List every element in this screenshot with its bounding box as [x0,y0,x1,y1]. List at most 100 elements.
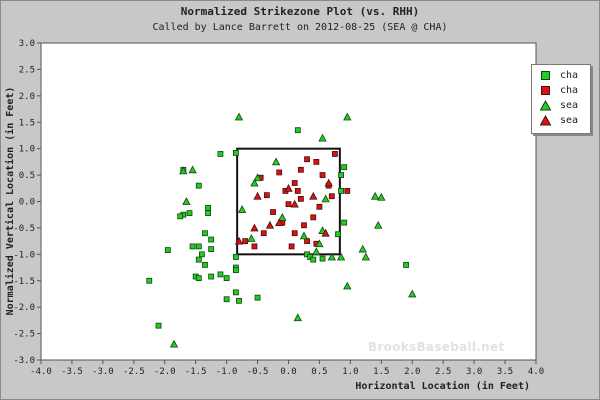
point-square-cha [316,203,323,210]
point-square-cha [205,204,211,211]
point-square-cha [332,151,338,157]
y-tick-label: 0.0 [19,198,35,208]
point-triangle-sea [247,234,256,242]
x-tick-label: 1.0 [342,367,358,377]
point-triangle-sea [343,281,352,290]
point-square-cha [313,158,320,165]
point-triangle-sea [343,112,352,121]
x-tick-label: 1.5 [373,367,389,377]
legend-item-cha-green: cha [538,69,590,83]
y-axis-label: Normalized Vertical Location (in Feet) [4,87,16,316]
point-triangle-sea [275,218,284,227]
point-triangle-sea [250,223,259,232]
point-triangle-sea [188,165,197,174]
legend-label: sea [560,100,579,111]
point-triangle-sea [182,197,191,205]
point-square-cha [341,164,348,171]
point-triangle-sea [321,228,330,237]
legend-label: cha [560,85,579,96]
x-tick-label: -3.0 [92,367,114,377]
x-tick-label: 0.5 [311,367,327,377]
point-square-cha [233,254,239,260]
point-square-cha [276,169,283,176]
point-square-cha [195,182,202,189]
point-square-cha [304,238,310,245]
chart-title: Normalized Strikezone Plot (vs. RHH) [180,5,420,18]
point-square-cha [328,193,335,200]
legend-item-sea-red: sea [538,114,590,128]
y-tick-label: 2.5 [19,65,35,75]
x-tick-label: -1.0 [216,367,238,377]
point-square-cha [251,243,258,250]
point-square-cha [195,243,202,250]
point-triangle-sea [169,339,179,348]
point-triangle-sea [299,231,309,240]
point-square-cha [291,230,298,237]
point-triangle-sea [408,289,417,298]
point-square-cha [338,172,344,178]
point-triangle-sea [309,191,318,200]
point-square-cha [335,231,341,238]
y-tick-label: -1.0 [13,250,35,260]
point-square-cha [310,214,317,221]
y-tick-label: 3.0 [19,39,35,49]
point-square-cha [208,236,215,243]
y-tick-label: 1.5 [19,118,35,128]
x-tick-label: -0.5 [247,367,269,377]
x-tick-label: 2.0 [404,367,420,377]
point-square-cha [263,192,270,199]
legend: cha cha sea sea [531,64,591,134]
y-tick-label: -0.5 [13,224,35,234]
point-square-cha [260,230,267,237]
point-triangle-sea [290,199,299,208]
point-square-cha [223,275,230,282]
point-square-cha [164,247,171,254]
x-tick-label: -2.0 [154,367,176,377]
point-square-cha [344,188,351,194]
legend-item-sea-green: sea [538,99,590,113]
point-triangle-sea [374,220,383,229]
point-square-cha [217,271,224,278]
x-tick-label: 2.5 [435,367,451,377]
x-tick-label: -1.5 [185,367,207,377]
y-tick-label: 2.0 [19,92,35,102]
x-tick-label: -4.0 [30,367,52,377]
point-square-cha [177,213,184,220]
y-tick-label: 1.0 [19,145,35,155]
x-tick-label: 3.5 [497,367,513,377]
point-triangle-sea [312,247,321,256]
point-square-cha [338,188,344,194]
point-square-cha [202,230,208,237]
point-square-cha [155,322,162,329]
x-tick-label: -2.5 [123,367,145,377]
point-square-cha [233,267,239,274]
point-triangle-sea [253,191,262,200]
x-tick-label: 0.0 [280,367,296,377]
point-square-cha [223,296,230,303]
point-triangle-sea [278,213,287,221]
point-square-cha [208,246,215,252]
point-square-cha [297,166,304,173]
point-triangle-sea [271,157,281,166]
x-tick-label: 3.0 [466,367,482,377]
point-triangle-sea [250,178,259,187]
point-square-cha [146,277,153,284]
point-square-cha [198,251,205,258]
point-triangle-sea [358,244,367,253]
point-triangle-sea [237,205,247,213]
point-square-cha [301,222,307,229]
point-square-cha [217,151,224,157]
y-tick-label: -2.0 [13,303,35,313]
point-square-cha [319,172,326,178]
point-square-cha [294,127,301,134]
axis-ticks: -4.0 -3.5 -3.0 -2.5 -2.0 -1.5 -1.0 -0.5 0.0 0.5 1.… [13,39,544,377]
point-square-cha [291,180,298,186]
point-triangle-sea [377,192,386,201]
legend-label: sea [560,115,579,126]
y-tick-label: -2.5 [13,330,35,340]
y-tick-label: -3.0 [13,356,35,366]
point-triangle-sea [253,173,262,182]
point-triangle-sea [284,183,293,192]
strike-zone-box [236,147,341,256]
